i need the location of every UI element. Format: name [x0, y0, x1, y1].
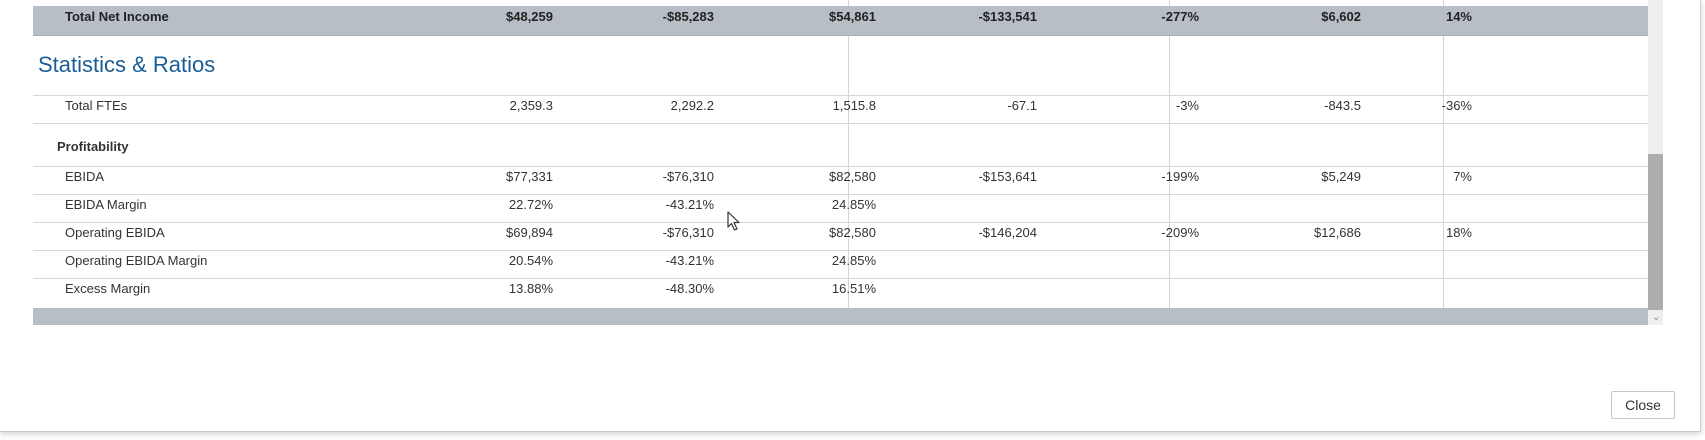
cell-value: 20.54%: [508, 253, 553, 268]
scrollbar-thumb[interactable]: [1648, 154, 1663, 310]
cell-value: 24.85%: [831, 253, 876, 268]
cell-value: -67.1: [1007, 98, 1037, 113]
cell-value: -$76,310: [662, 225, 714, 240]
cell-value: $54,861: [829, 9, 876, 24]
row-divider: [33, 165, 1661, 167]
cell-value: -$146,204: [978, 225, 1037, 240]
group-label: Profitability: [57, 139, 129, 154]
cell-value: -$85,283: [662, 9, 714, 24]
cell-value: -199%: [1161, 169, 1199, 184]
table-row: Excess Margin 13.88% -48.30% 16.51%: [33, 278, 1661, 307]
close-button[interactable]: Close: [1611, 391, 1675, 419]
row-divider: [33, 94, 1661, 96]
cell-value: -3%: [1175, 98, 1199, 113]
financial-grid: Total Net Income $48,259 -$85,283 $54,86…: [33, 0, 1661, 326]
cell-value: 16.51%: [831, 281, 876, 296]
column-divider: [1443, 0, 1444, 309]
cell-value: 14%: [1445, 9, 1472, 24]
cell-value: -277%: [1161, 9, 1199, 24]
total-net-income-row: Total Net Income $48,259 -$85,283 $54,86…: [33, 6, 1661, 36]
cell-value: 24.85%: [831, 197, 876, 212]
cell-value: 18%: [1445, 225, 1472, 240]
row-label: Operating EBIDA Margin: [65, 253, 208, 268]
cell-value: 2,359.3: [509, 98, 553, 113]
cell-value: $77,331: [506, 169, 553, 184]
cell-value: 22.72%: [508, 197, 553, 212]
row-label: Total Net Income: [65, 9, 169, 24]
table-row: EBIDA Margin 22.72% -43.21% 24.85%: [33, 194, 1661, 223]
row-label: Total FTEs: [65, 98, 128, 113]
cell-value: 13.88%: [508, 281, 553, 296]
vertical-scrollbar[interactable]: [1648, 0, 1663, 325]
row-label: Excess Margin: [65, 281, 151, 296]
cell-value: -$133,541: [978, 9, 1037, 24]
cell-value: -$76,310: [662, 169, 714, 184]
column-divider: [848, 0, 849, 309]
horizontal-scrollbar[interactable]: [33, 308, 1661, 325]
row-label: EBIDA Margin: [65, 197, 147, 212]
cell-value: $69,894: [506, 225, 553, 240]
statement-dialog: Total Net Income $48,259 -$85,283 $54,86…: [0, 0, 1701, 432]
cell-value: -43.21%: [665, 197, 714, 212]
column-divider: [1169, 0, 1170, 309]
mouse-cursor-icon: [727, 211, 740, 231]
section-title: Statistics & Ratios: [38, 52, 216, 77]
cell-value: -209%: [1161, 225, 1199, 240]
cell-value: -36%: [1441, 98, 1472, 113]
cell-value: -843.5: [1324, 98, 1361, 113]
cell-value: -43.21%: [665, 253, 714, 268]
cell-value: $5,249: [1321, 169, 1361, 184]
cell-value: $6,602: [1321, 9, 1361, 24]
cell-value: 7%: [1453, 169, 1472, 184]
table-row: Operating EBIDA Margin 20.54% -43.21% 24…: [33, 250, 1661, 279]
cell-value: 2,292.2: [670, 98, 714, 113]
chevron-down-icon[interactable]: ⌄: [1652, 312, 1661, 323]
cell-value: $48,259: [506, 9, 553, 24]
cell-value: $82,580: [829, 225, 876, 240]
total-ftes-row: Total FTEs 2,359.3 2,292.2 1,515.8 -67.1…: [33, 95, 1661, 124]
cell-value: -48.30%: [665, 281, 714, 296]
cell-value: $82,580: [829, 169, 876, 184]
row-label: EBIDA: [65, 169, 105, 184]
row-label: Operating EBIDA: [65, 225, 165, 240]
cell-value: 1,515.8: [832, 98, 876, 113]
table-row: EBIDA $77,331 -$76,310 $82,580 -$153,641…: [33, 166, 1661, 195]
cell-value: $12,686: [1314, 225, 1361, 240]
cell-value: -$153,641: [978, 169, 1037, 184]
table-row: Operating EBIDA $69,894 -$76,310 $82,580…: [33, 222, 1661, 251]
